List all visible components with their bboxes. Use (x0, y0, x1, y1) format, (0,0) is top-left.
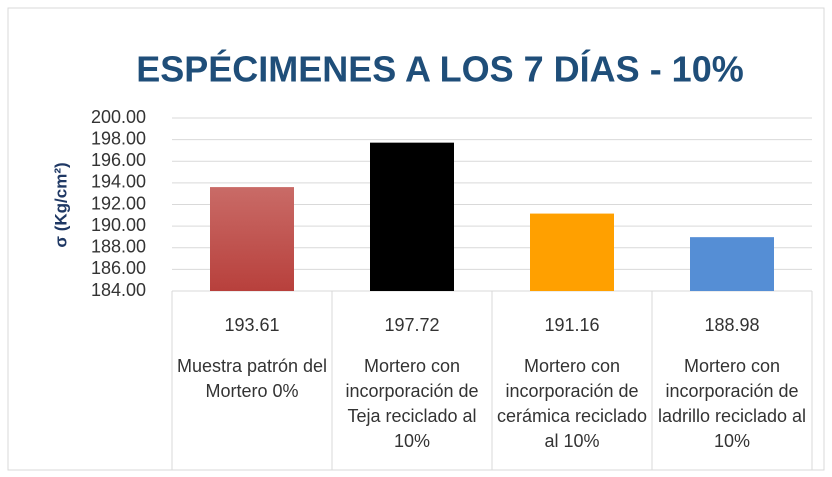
category-cell: Muestra patrón del Mortero 0% (176, 356, 328, 401)
category-cell: Mortero con incorporación de Teja recicl… (345, 356, 479, 451)
value-label: 197.72 (384, 315, 439, 335)
y-tick-label: 192.00 (91, 193, 146, 213)
y-tick-label: 198.00 (91, 128, 146, 148)
category-label: Mortero con incorporación de ladrillo re… (657, 356, 807, 451)
y-tick-label: 188.00 (91, 237, 146, 257)
bar (690, 237, 774, 291)
y-tick-label: 184.00 (91, 280, 146, 300)
bar (530, 213, 614, 291)
value-label: 188.98 (704, 315, 759, 335)
category-cell: Mortero con incorporación de ladrillo re… (657, 356, 807, 451)
y-tick-label: 186.00 (91, 258, 146, 278)
y-axis-label: σ (Kg/cm²) (51, 162, 70, 247)
value-label: 193.61 (224, 315, 279, 335)
value-label: 191.16 (544, 315, 599, 335)
category-label: Mortero con incorporación de cerámica re… (496, 356, 648, 451)
bar (370, 142, 454, 291)
category-cell: Mortero con incorporación de cerámica re… (496, 356, 648, 451)
category-label: Muestra patrón del Mortero 0% (176, 356, 328, 401)
y-tick-label: 196.00 (91, 150, 146, 170)
y-tick-label: 200.00 (91, 107, 146, 127)
category-label: Mortero con incorporación de Teja recicl… (345, 356, 479, 451)
chart-title: ESPÉCIMENES A LOS 7 DÍAS - 10% (136, 49, 743, 90)
y-tick-label: 190.00 (91, 215, 146, 235)
y-tick-label: 194.00 (91, 172, 146, 192)
bar (210, 187, 294, 291)
